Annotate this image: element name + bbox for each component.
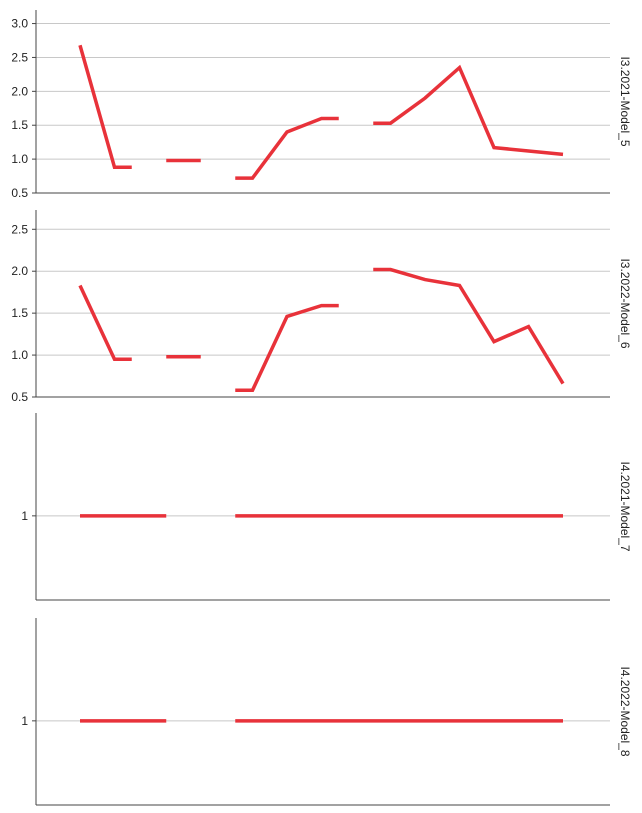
y-tick-label: 1.0	[11, 348, 28, 362]
panel-label: I4.2021-Model_7	[618, 461, 632, 551]
y-tick-label: 1	[21, 714, 28, 728]
panel-label: I3.2022-Model_6	[618, 258, 632, 348]
y-tick-label: 0.5	[11, 390, 28, 404]
y-tick-label: 1	[21, 509, 28, 523]
line-series	[78, 44, 564, 180]
line-series	[78, 267, 565, 393]
y-tick-label: 1.5	[11, 118, 28, 132]
panel-label: I4.2022-Model_8	[618, 666, 632, 756]
y-tick-label: 2.0	[11, 264, 28, 278]
y-tick-label: 2.5	[11, 50, 28, 64]
y-tick-label: 1.5	[11, 306, 28, 320]
y-tick-label: 0.5	[11, 186, 28, 200]
y-tick-label: 1.0	[11, 152, 28, 166]
y-tick-label: 2.5	[11, 222, 28, 236]
y-tick-label: 3.0	[11, 17, 28, 31]
y-tick-label: 2.0	[11, 84, 28, 98]
panel-label: I3.2021-Model_5	[618, 56, 632, 146]
